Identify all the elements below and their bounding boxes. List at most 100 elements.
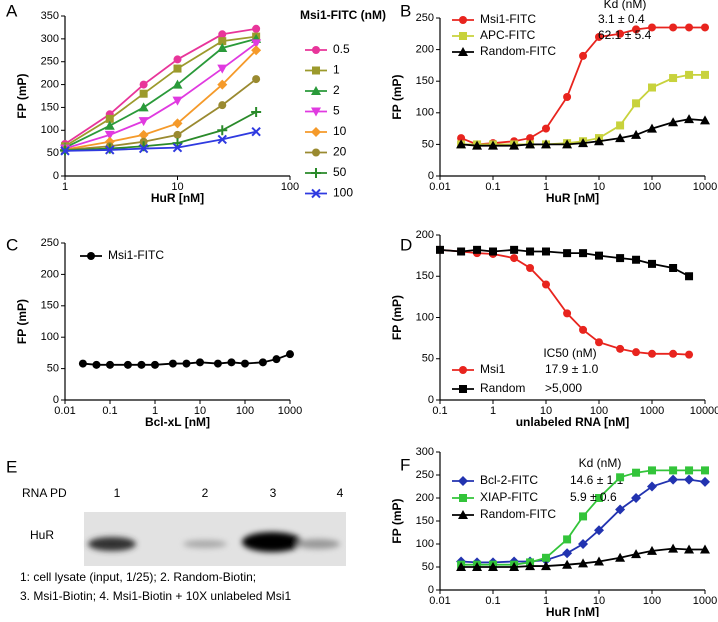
marker bbox=[701, 23, 709, 32]
marker bbox=[488, 140, 498, 150]
x-tick-label: 0.1 bbox=[485, 595, 500, 607]
marker bbox=[542, 247, 550, 256]
band-label: HuR bbox=[30, 528, 54, 542]
marker bbox=[509, 140, 520, 150]
marker bbox=[685, 70, 694, 79]
x-tick-label: 100 bbox=[643, 595, 661, 607]
legend-marker bbox=[311, 107, 321, 117]
marker bbox=[217, 79, 228, 90]
y-tick-label: 50 bbox=[422, 353, 434, 365]
marker bbox=[579, 325, 588, 334]
marker bbox=[631, 549, 642, 559]
marker bbox=[631, 493, 642, 503]
y-tick-label: 50 bbox=[422, 138, 434, 150]
series-line bbox=[64, 49, 257, 151]
marker bbox=[684, 544, 695, 554]
panel-letter: A bbox=[6, 1, 18, 20]
marker bbox=[217, 125, 228, 136]
stat-label: 5.9 ± 0.6 bbox=[570, 490, 617, 504]
marker bbox=[542, 553, 550, 562]
marker bbox=[509, 562, 520, 571]
marker bbox=[60, 146, 70, 156]
caption: 3. Msi1-Biotin; 4. Msi1-Biotin + 10X unl… bbox=[20, 589, 291, 603]
marker bbox=[173, 64, 182, 73]
marker bbox=[78, 359, 87, 368]
marker bbox=[562, 559, 573, 569]
marker bbox=[594, 525, 604, 536]
x-axis-label: HuR [nM] bbox=[151, 191, 204, 205]
y-tick-label: 200 bbox=[416, 229, 434, 241]
x-tick-label: 10 bbox=[540, 405, 552, 417]
series-line bbox=[64, 78, 257, 151]
marker bbox=[595, 32, 603, 41]
marker bbox=[700, 115, 710, 125]
legend-marker bbox=[312, 148, 320, 157]
y-tick-label: 150 bbox=[416, 515, 434, 527]
marker bbox=[196, 358, 204, 367]
marker bbox=[541, 139, 551, 149]
x-tick-label: 10 bbox=[593, 181, 605, 193]
stat-label: >5,000 bbox=[545, 381, 582, 395]
marker bbox=[542, 124, 550, 133]
legend-label: 2 bbox=[333, 83, 340, 97]
legend-marker bbox=[459, 32, 467, 40]
marker bbox=[241, 359, 249, 368]
stat-label: 17.9 ± 1.0 bbox=[545, 362, 599, 376]
x-tick-label: 1 bbox=[543, 181, 549, 193]
marker bbox=[217, 64, 228, 74]
marker bbox=[139, 80, 148, 89]
y-axis-label: FP (mP) bbox=[390, 74, 404, 119]
marker bbox=[616, 473, 625, 482]
legend-marker bbox=[459, 385, 467, 393]
y-tick-label: 200 bbox=[416, 44, 434, 56]
marker bbox=[647, 481, 657, 492]
x-tick-label: 100 bbox=[281, 181, 299, 193]
marker bbox=[542, 280, 550, 289]
marker bbox=[168, 359, 177, 368]
x-axis-label: Bcl-xL [nM] bbox=[145, 415, 210, 429]
y-tick-label: 100 bbox=[416, 311, 434, 323]
marker bbox=[595, 251, 603, 260]
legend-label: Random bbox=[480, 381, 525, 395]
legend-marker bbox=[311, 168, 321, 178]
legend-marker bbox=[459, 366, 467, 374]
marker bbox=[251, 107, 262, 117]
marker bbox=[648, 259, 656, 268]
marker bbox=[594, 556, 604, 566]
lane-label: 3 bbox=[270, 486, 277, 500]
marker bbox=[615, 133, 626, 143]
legend-marker bbox=[312, 46, 320, 54]
legend-label: Msi1-FITC bbox=[108, 248, 164, 262]
series-line bbox=[461, 73, 705, 146]
series-line bbox=[64, 37, 257, 149]
y-tick-label: 100 bbox=[416, 538, 434, 550]
marker bbox=[252, 24, 261, 33]
marker bbox=[685, 466, 694, 475]
marker bbox=[138, 102, 149, 112]
x-tick-label: 100 bbox=[643, 181, 661, 193]
stat-header: Kd (nM) bbox=[604, 0, 647, 11]
stat-header: Kd (nM) bbox=[579, 456, 622, 470]
stat-header: IC50 (nM) bbox=[543, 346, 596, 360]
marker bbox=[616, 29, 625, 38]
marker bbox=[616, 254, 625, 263]
y-tick-label: 200 bbox=[41, 78, 59, 90]
marker bbox=[669, 74, 678, 83]
x-axis-label: unlabeled RNA [nM] bbox=[516, 415, 630, 429]
marker bbox=[251, 39, 262, 49]
legend-title: Msi1-FITC (nM) bbox=[300, 8, 386, 22]
blot-header: RNA PD bbox=[22, 486, 67, 500]
x-axis-label: HuR [nM] bbox=[546, 191, 599, 205]
marker bbox=[525, 139, 536, 149]
marker bbox=[615, 504, 626, 515]
x-tick-label: 1 bbox=[152, 405, 158, 417]
x-tick-label: 0.1 bbox=[102, 405, 117, 417]
x-tick-label: 1 bbox=[490, 405, 496, 417]
marker bbox=[105, 145, 115, 155]
panel-letter: B bbox=[400, 1, 411, 20]
marker bbox=[668, 474, 679, 485]
marker bbox=[286, 350, 294, 359]
marker bbox=[251, 45, 262, 56]
marker bbox=[685, 272, 694, 281]
